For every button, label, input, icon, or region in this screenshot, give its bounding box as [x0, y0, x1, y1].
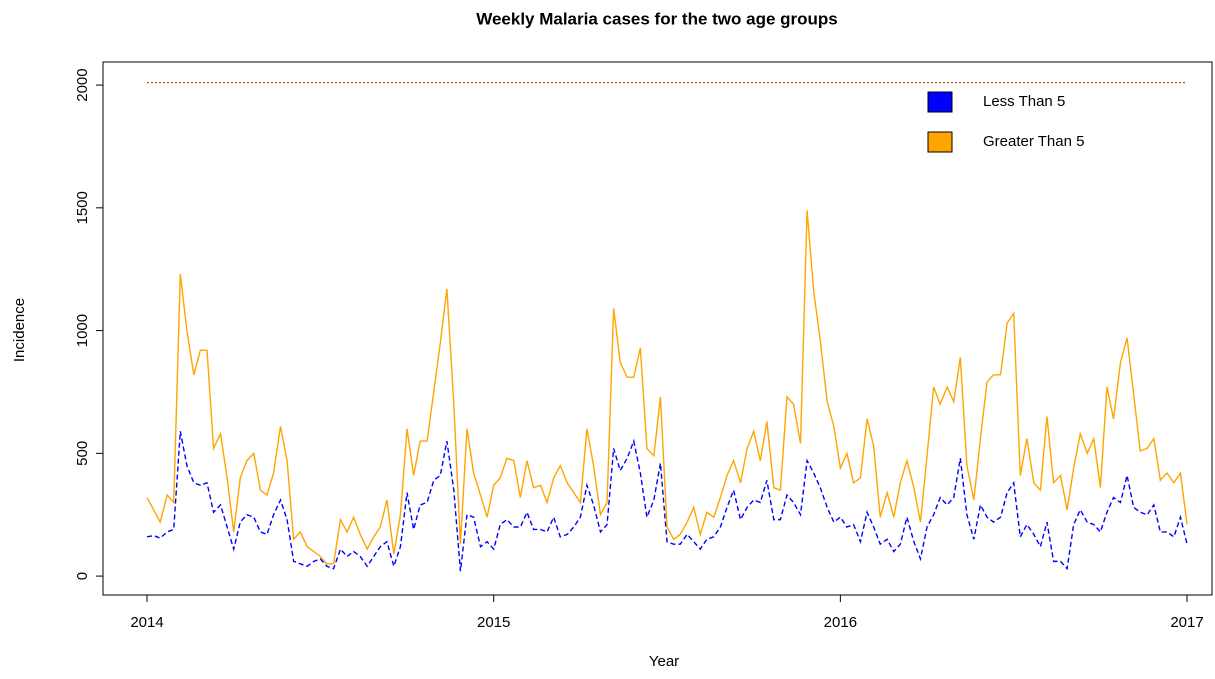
x-tick-label: 2016 [824, 614, 857, 631]
series-line [146, 431, 1188, 572]
y-tick-label: 1500 [74, 191, 91, 224]
y-tick-label: 2000 [74, 68, 91, 101]
x-tick-label: 2017 [1170, 614, 1203, 631]
x-tick-label: 2014 [130, 614, 163, 631]
legend-label: Greater Than 5 [983, 133, 1084, 150]
legend-label: Less Than 5 [983, 93, 1065, 110]
legend-swatch [927, 131, 953, 153]
series-line [146, 210, 1188, 565]
y-tick-label: 0 [74, 572, 91, 580]
chart-title: Weekly Malaria cases for the two age gro… [476, 9, 838, 28]
y-tick-label: 500 [74, 441, 91, 466]
y-tick-label: 1000 [74, 314, 91, 347]
y-axis-label: Incidence [11, 298, 28, 362]
legend-swatch [927, 91, 953, 113]
x-axis-label: Year [649, 653, 679, 670]
x-tick-label: 2015 [477, 614, 510, 631]
